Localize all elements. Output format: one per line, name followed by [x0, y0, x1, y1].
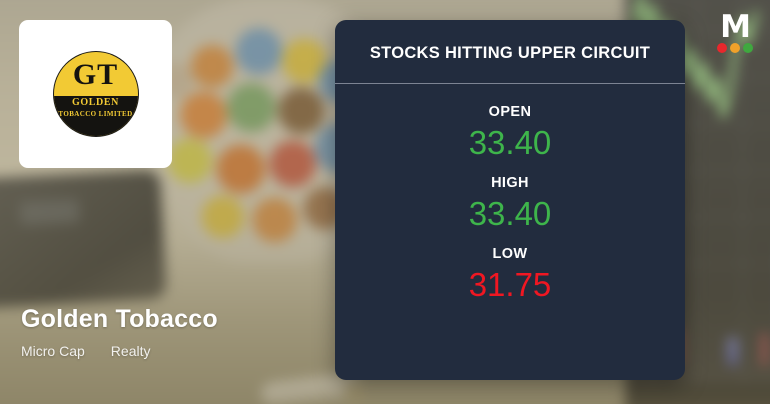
stat-open-value: 33.40 — [468, 124, 552, 161]
stat-open: OPEN 33.40 — [335, 95, 685, 166]
tag-market-cap: Micro Cap — [21, 342, 85, 359]
company-tag-row: Micro Cap Realty — [21, 343, 218, 359]
golden-tobacco-logo-icon: GT GOLDEN TOBACCO LIMITED — [53, 52, 138, 136]
stat-low: LOW 31.75 — [335, 237, 685, 308]
stat-low-label: LOW — [492, 245, 528, 262]
watermark-dot-green — [743, 42, 753, 53]
company-name: Golden Tobacco — [21, 305, 218, 333]
stat-low-value: 31.75 — [468, 265, 552, 303]
stat-high: HIGH 33.40 — [335, 166, 685, 237]
watermark-dot-red — [717, 42, 727, 53]
logo-monogram: GT — [72, 58, 119, 91]
watermark-dots — [709, 42, 761, 53]
logo-primary-text: GOLDEN — [72, 97, 119, 108]
logo-lower-half — [53, 95, 138, 136]
stat-high-label: HIGH — [491, 174, 529, 191]
watermark-dot-orange — [730, 42, 740, 53]
tag-sector: Realty — [110, 342, 151, 359]
watermark-letter: M — [720, 9, 751, 45]
moneycontrol-watermark-logo-icon: M — [709, 9, 761, 53]
company-name-block: Golden Tobacco Micro Cap Realty — [21, 305, 218, 359]
stat-open-label: OPEN — [488, 104, 532, 120]
company-logo-tile: GT GOLDEN TOBACCO LIMITED — [19, 20, 172, 168]
stats-list: OPEN 33.40 HIGH 33.40 LOW 31.75 — [335, 84, 685, 308]
card-divider — [335, 83, 685, 84]
logo-secondary-text: TOBACCO LIMITED — [58, 110, 133, 118]
stat-high-value: 33.40 — [468, 194, 552, 232]
card-title: STOCKS HITTING UPPER CIRCUIT — [369, 44, 651, 62]
stats-card: STOCKS HITTING UPPER CIRCUIT OPEN 33.40 … — [335, 20, 685, 380]
